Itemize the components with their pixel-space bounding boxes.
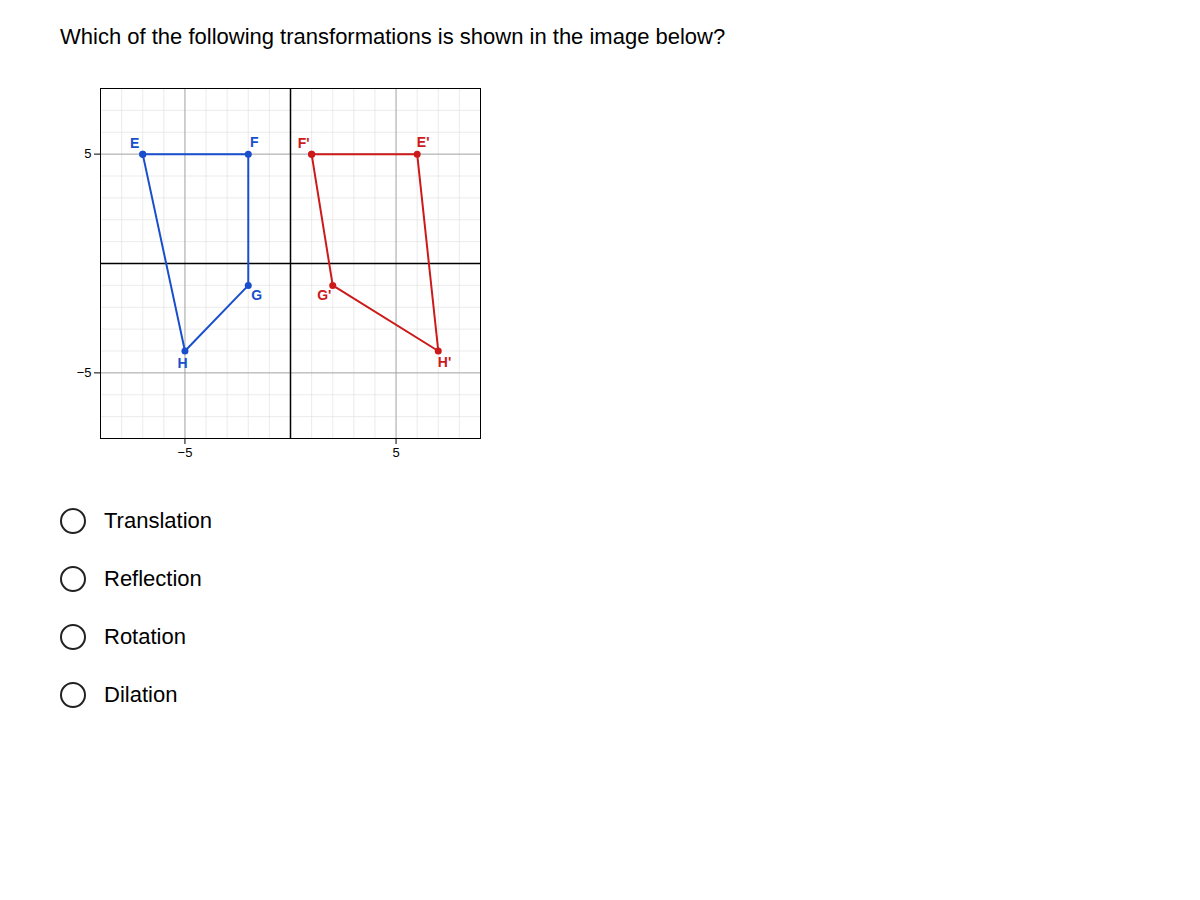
svg-text:F: F bbox=[250, 134, 259, 150]
svg-text:E': E' bbox=[417, 134, 430, 150]
svg-text:5: 5 bbox=[392, 445, 399, 460]
html-text:Translation: Translation bbox=[104, 508, 212, 533]
svg-text:F': F' bbox=[298, 135, 310, 151]
svg-text:−5: −5 bbox=[77, 365, 92, 380]
html-text:Rotation: Rotation bbox=[104, 624, 186, 649]
svg-text:H': H' bbox=[438, 354, 451, 370]
svg-text:H: H bbox=[178, 355, 188, 371]
svg-text:5: 5 bbox=[84, 146, 91, 161]
html-text:Dilation: Dilation bbox=[104, 682, 178, 707]
html-text:Reflection: Reflection bbox=[104, 566, 202, 591]
svg-text:G': G' bbox=[317, 287, 331, 303]
html-text:Which of the following transfo: Which of the following transformations i… bbox=[60, 24, 726, 49]
svg-text:E: E bbox=[130, 135, 139, 151]
svg-text:−5: −5 bbox=[178, 445, 193, 460]
svg-text:G: G bbox=[251, 287, 262, 303]
